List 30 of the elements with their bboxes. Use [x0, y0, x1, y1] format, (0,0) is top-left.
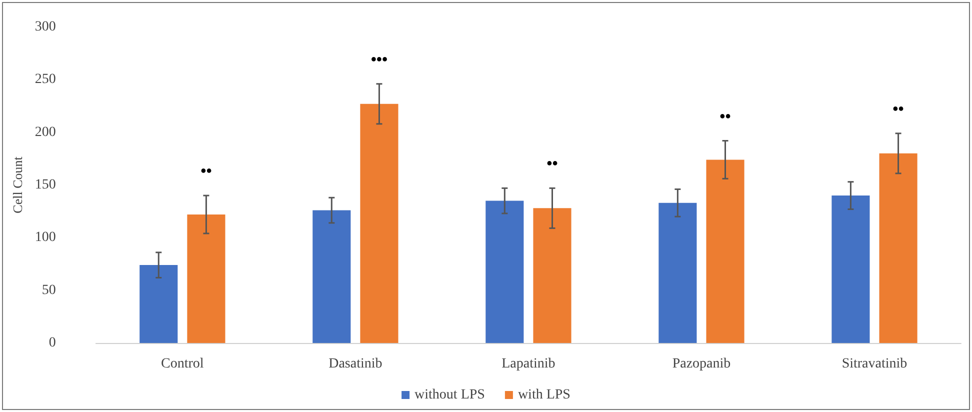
- annotation: ••: [720, 108, 731, 126]
- y-axis-title: Cell Count: [10, 156, 25, 214]
- x-tick-label: Pazopanib: [672, 356, 731, 372]
- bar: [360, 104, 398, 343]
- x-tick-label: Control: [161, 356, 204, 372]
- annotation: ••: [200, 163, 212, 180]
- annotation: •••: [370, 51, 388, 68]
- annotation: ••: [546, 156, 558, 173]
- bar: [658, 202, 697, 343]
- y-tick-label: 100: [34, 230, 56, 246]
- bar: [187, 214, 226, 343]
- bar: [312, 210, 351, 343]
- bar: [706, 160, 744, 343]
- y-tick-label: 50: [42, 282, 56, 298]
- x-tick-label: Dasatinib: [328, 356, 382, 372]
- y-tick-label: 300: [34, 20, 56, 34]
- y-tick-label: 0: [48, 336, 56, 350]
- bar: [879, 153, 918, 343]
- legend-label: with LPS: [518, 388, 570, 402]
- bar: [533, 208, 572, 343]
- x-tick-label: Lapatinib: [502, 356, 556, 372]
- bar: [486, 200, 524, 343]
- annotation: ••: [892, 100, 904, 118]
- legend-label: without LPS: [414, 388, 485, 402]
- y-tick-label: 200: [34, 124, 56, 140]
- bar: [832, 196, 870, 343]
- x-tick-label: Sitravatinib: [842, 356, 908, 372]
- y-tick-label: 150: [34, 178, 56, 192]
- y-tick-label: 250: [34, 72, 56, 88]
- bar: [140, 265, 178, 343]
